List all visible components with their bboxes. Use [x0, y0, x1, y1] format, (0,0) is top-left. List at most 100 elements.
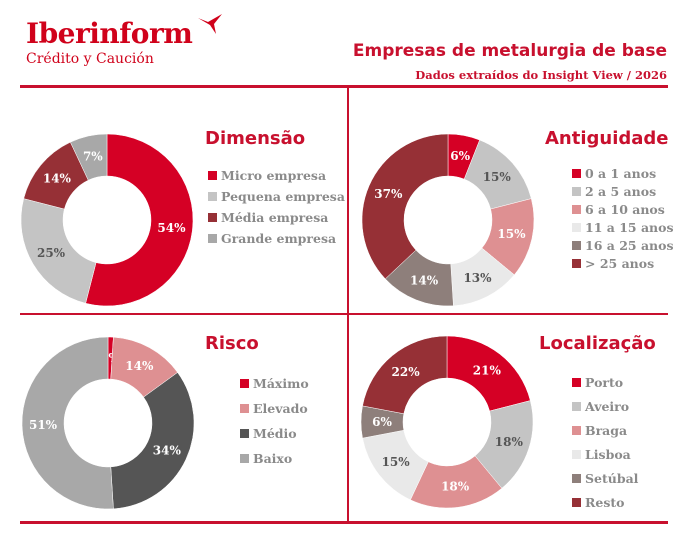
donut-slice-dimensao-1: [20, 198, 97, 304]
header-divider: [20, 85, 668, 88]
plane-icon: [198, 14, 222, 34]
donut-slice-risco-2: [110, 372, 195, 510]
legend-swatch: [572, 240, 581, 250]
donut-slice-risco-3: [21, 336, 114, 510]
slice-label-localizacao-5: 22%: [392, 365, 421, 379]
chart-title-localizacao: Localização: [539, 333, 656, 354]
slice-label-dimensao-0: 54%: [157, 221, 186, 235]
legend-swatch: [208, 171, 217, 180]
slice-label-localizacao-0: 21%: [473, 364, 502, 378]
legend-label: Pequena empresa: [221, 189, 345, 204]
slice-label-risco-1: 14%: [125, 359, 154, 373]
legend-label: Micro empresa: [221, 168, 327, 183]
legend-swatch: [572, 168, 581, 178]
legend-swatch: [572, 425, 581, 435]
legend-label: 11 a 15 anos: [585, 219, 674, 235]
legend-swatch: [572, 401, 581, 411]
slice-label-dimensao-3: 7%: [83, 150, 103, 164]
report-header: Empresas de metalurgia de base Dados ext…: [353, 40, 667, 84]
legend-swatch: [208, 213, 217, 222]
legend-label: Elevado: [253, 401, 308, 416]
legend-item-antiguidade-3: 11 a 15 anos: [572, 218, 674, 236]
donut-slice-antiguidade-5: [361, 133, 449, 280]
donut-slice-localizacao-5: [362, 335, 448, 415]
slice-label-antiguidade-2: 15%: [497, 227, 526, 241]
legend-item-localizacao-2: Braga: [572, 418, 638, 442]
legend-item-dimensao-1: Pequena empresa: [208, 186, 345, 207]
legend-label: Média empresa: [221, 210, 329, 225]
legend-item-dimensao-2: Média empresa: [208, 207, 345, 228]
legend-swatch: [572, 222, 581, 232]
horizontal-divider: [20, 313, 668, 315]
legend-item-localizacao-5: Resto: [572, 490, 638, 514]
report-title: Empresas de metalurgia de base: [352, 41, 667, 61]
legend-label: 16 a 25 anos: [585, 237, 674, 253]
legend-antiguidade: 0 a 1 anos 2 a 5 anos 6 a 10 anos 11 a 15 a…: [572, 164, 674, 272]
legend-label: Setúbal: [585, 470, 639, 486]
legend-label: 6 a 10 anos: [585, 201, 665, 217]
legend-swatch: [572, 473, 581, 483]
donut-slice-dimensao-3: [70, 133, 108, 181]
legend-item-antiguidade-5: > 25 anos: [572, 254, 674, 272]
slice-label-localizacao-4: 6%: [372, 415, 392, 429]
slice-label-localizacao-2: 18%: [441, 479, 470, 493]
legend-item-dimensao-0: Micro empresa: [208, 165, 345, 186]
legend-label: Porto: [585, 374, 624, 390]
legend-swatch: [572, 449, 581, 459]
legend-swatch: [208, 234, 217, 243]
legend-label: Médio: [253, 426, 297, 441]
legend-label: Lisboa: [585, 446, 631, 462]
legend-label: > 25 anos: [585, 255, 655, 271]
legend-localizacao: Porto Aveiro Braga Lisboa Setúbal Resto: [572, 370, 638, 514]
vertical-divider: [347, 86, 349, 523]
legend-swatch: [208, 192, 217, 201]
footer-divider: [20, 521, 668, 524]
legend-swatch: [572, 497, 581, 507]
legend-swatch: [240, 429, 249, 438]
brand-name: Iberinform: [26, 17, 193, 50]
report-subtitle: Dados extraídos do Insight View / 2026: [415, 68, 667, 82]
slice-label-antiguidade-5: 37%: [374, 187, 403, 201]
legend-label: Baixo: [253, 451, 293, 466]
legend-item-localizacao-4: Setúbal: [572, 466, 638, 490]
legend-item-antiguidade-0: 0 a 1 anos: [572, 164, 674, 182]
legend-item-localizacao-1: Aveiro: [572, 394, 638, 418]
slice-label-antiguidade-0: 6%: [450, 149, 470, 163]
legend-swatch: [572, 377, 581, 387]
legend-item-antiguidade-4: 16 a 25 anos: [572, 236, 674, 254]
brand-logo: Iberinform Crédito y Caución: [26, 14, 222, 68]
legend-swatch: [240, 454, 249, 463]
slice-label-antiguidade-4: 14%: [410, 273, 439, 287]
legend-risco: Máximo Elevado Médio Baixo: [240, 371, 309, 471]
slice-label-dimensao-1: 25%: [37, 246, 66, 260]
slice-label-dimensao-2: 14%: [43, 172, 72, 186]
legend-item-localizacao-0: Porto: [572, 370, 638, 394]
chart-title-antiguidade: Antiguidade: [545, 128, 669, 149]
donut-slice-dimensao-0: [85, 133, 194, 307]
legend-label: Grande empresa: [221, 231, 337, 246]
slice-label-antiguidade-3: 13%: [463, 271, 492, 285]
chart-title-risco: Risco: [205, 333, 259, 354]
chart-title-dimensao: Dimensão: [205, 128, 306, 149]
legend-swatch: [240, 379, 249, 388]
legend-swatch: [572, 258, 581, 268]
legend-label: 0 a 1 anos: [585, 165, 657, 181]
legend-label: 2 a 5 anos: [585, 183, 657, 199]
legend-item-antiguidade-2: 6 a 10 anos: [572, 200, 674, 218]
legend-item-risco-1: Elevado: [240, 396, 309, 421]
legend-label: Resto: [585, 494, 625, 510]
legend-swatch: [572, 204, 581, 214]
legend-swatch: [240, 404, 249, 413]
brand-subtitle: Crédito y Caución: [26, 51, 154, 67]
slice-label-risco-3: 51%: [29, 418, 58, 432]
legend-item-dimensao-3: Grande empresa: [208, 228, 345, 249]
slice-label-localizacao-3: 15%: [382, 455, 411, 469]
legend-label: Braga: [585, 422, 628, 438]
legend-item-localizacao-3: Lisboa: [572, 442, 638, 466]
slice-label-risco-2: 34%: [153, 444, 182, 458]
legend-item-antiguidade-1: 2 a 5 anos: [572, 182, 674, 200]
slice-label-localizacao-1: 18%: [495, 435, 524, 449]
legend-item-risco-0: Máximo: [240, 371, 309, 396]
